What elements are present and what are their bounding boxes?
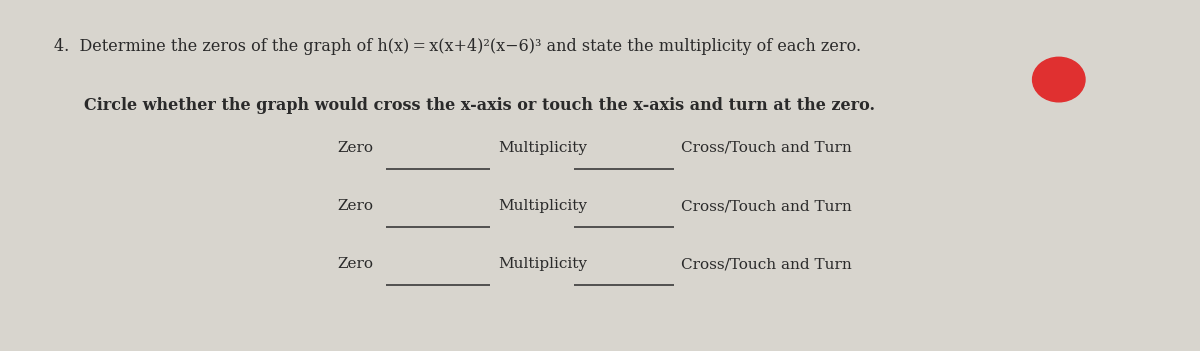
Text: Zero: Zero xyxy=(338,199,374,213)
Text: Multiplicity: Multiplicity xyxy=(499,257,588,271)
Text: Multiplicity: Multiplicity xyxy=(499,141,588,155)
Text: Zero: Zero xyxy=(338,257,374,271)
Text: Circle whether the graph would cross the x-axis or touch the x-axis and turn at : Circle whether the graph would cross the… xyxy=(84,97,875,114)
Text: Cross/Touch and Turn: Cross/Touch and Turn xyxy=(682,257,852,271)
Text: Zero: Zero xyxy=(338,141,374,155)
Ellipse shape xyxy=(1032,57,1085,102)
Text: Multiplicity: Multiplicity xyxy=(499,199,588,213)
Text: Cross/Touch and Turn: Cross/Touch and Turn xyxy=(682,141,852,155)
Text: Cross/Touch and Turn: Cross/Touch and Turn xyxy=(682,199,852,213)
Text: 4.  Determine the zeros of the graph of h(x) = x(x+4)²(x−6)³ and state the multi: 4. Determine the zeros of the graph of h… xyxy=(54,38,862,55)
